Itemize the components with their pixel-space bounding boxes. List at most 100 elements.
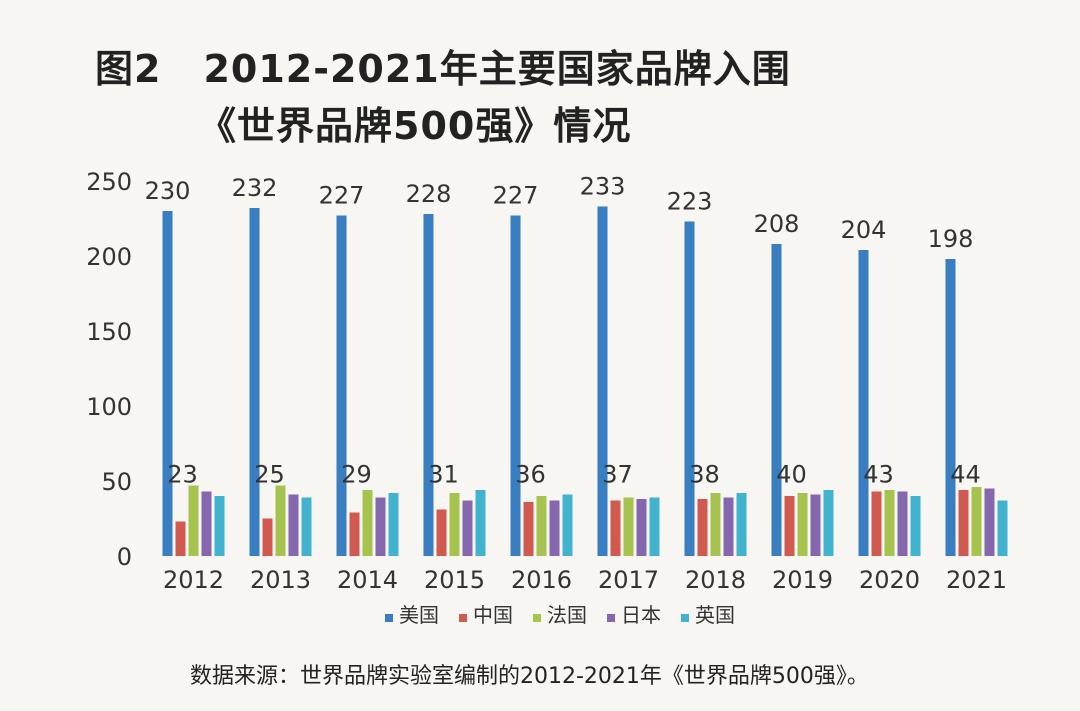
x-tick-label: 2016: [511, 566, 572, 594]
bar-中国-2016: [523, 502, 534, 556]
source-note: 数据来源：世界品牌实验室编制的2012-2021年《世界品牌500强》。: [190, 664, 869, 689]
bar-美国-2020: [858, 250, 869, 556]
x-tick-label: 2014: [337, 566, 398, 594]
legend-label-美国: 美国: [399, 603, 439, 627]
y-tick-label: 200: [86, 243, 132, 271]
bar-中国-2017: [610, 500, 621, 556]
bar-中国-2019: [784, 496, 795, 556]
bar-法国-2014: [362, 490, 373, 556]
title-text-1: 2012-2021年主要国家品牌入围: [203, 47, 791, 91]
y-tick-label: 150: [86, 318, 132, 346]
bar-法国-2019: [797, 493, 808, 556]
bar-法国-2016: [536, 496, 547, 556]
legend-label-法国: 法国: [547, 603, 587, 627]
bar-法国-2015: [449, 493, 460, 556]
bar-中国-2020: [871, 491, 882, 556]
data-label-美国-2020: 204: [841, 216, 887, 244]
bar-法国-2017: [623, 497, 634, 556]
bar-日本-2019: [810, 494, 821, 556]
bar-美国-2016: [510, 215, 521, 556]
bar-英国-2015: [475, 490, 486, 556]
bar-日本-2020: [897, 491, 908, 556]
bar-英国-2013: [301, 497, 312, 556]
bar-美国-2019: [771, 244, 782, 556]
bar-日本-2014: [375, 497, 386, 556]
figure-label: 图2: [95, 47, 162, 91]
x-tick-label: 2015: [424, 566, 485, 594]
bar-中国-2013: [262, 518, 273, 556]
bar-法国-2018: [710, 493, 721, 556]
data-label-美国-2014: 227: [319, 182, 365, 210]
y-tick-label: 0: [117, 543, 132, 571]
data-label-美国-2016: 227: [493, 182, 539, 210]
bar-英国-2014: [388, 493, 399, 556]
x-tick-label: 2020: [859, 566, 920, 594]
bar-英国-2016: [562, 494, 573, 556]
bar-美国-2013: [249, 208, 260, 556]
x-tick-label: 2013: [250, 566, 311, 594]
data-label-中国-2013: 25: [254, 461, 285, 489]
bar-中国-2021: [958, 490, 969, 556]
data-label-美国-2021: 198: [928, 225, 974, 253]
data-label-美国-2018: 223: [667, 188, 713, 216]
x-tick-label: 2017: [598, 566, 659, 594]
bar-日本-2015: [462, 500, 473, 556]
bar-中国-2018: [697, 499, 708, 556]
x-tick-label: 2012: [163, 566, 224, 594]
data-label-中国-2021: 44: [950, 461, 981, 489]
bar-中国-2014: [349, 512, 360, 556]
bar-美国-2021: [945, 259, 956, 556]
y-tick-label: 50: [101, 468, 132, 496]
data-label-美国-2019: 208: [754, 210, 800, 238]
bar-美国-2015: [423, 214, 434, 556]
data-label-美国-2017: 233: [580, 173, 626, 201]
data-label-中国-2012: 23: [167, 461, 198, 489]
legend-swatch-中国: [459, 614, 467, 622]
x-tick-label: 2019: [772, 566, 833, 594]
bar-法国-2013: [275, 485, 286, 556]
chart-title-line2: 《世界品牌500强》情况: [198, 104, 632, 148]
data-label-中国-2020: 43: [863, 461, 894, 489]
bar-法国-2021: [971, 487, 982, 556]
bar-法国-2012: [188, 485, 199, 556]
bar-美国-2017: [597, 206, 608, 556]
bar-美国-2014: [336, 215, 347, 556]
bar-美国-2018: [684, 221, 695, 556]
bar-日本-2021: [984, 488, 995, 556]
bar-法国-2020: [884, 490, 895, 556]
bar-英国-2018: [736, 493, 747, 556]
bar-英国-2020: [910, 496, 921, 556]
data-label-美国-2015: 228: [406, 180, 452, 208]
legend-swatch-法国: [533, 614, 541, 622]
legend-swatch-美国: [385, 614, 393, 622]
bar-中国-2015: [436, 509, 447, 556]
data-label-中国-2015: 31: [428, 461, 459, 489]
x-tick-label: 2021: [946, 566, 1007, 594]
legend-label-中国: 中国: [473, 603, 513, 627]
legend-label-日本: 日本: [621, 603, 661, 627]
bar-日本-2017: [636, 499, 647, 556]
y-tick-label: 100: [86, 393, 132, 421]
bar-英国-2017: [649, 497, 660, 556]
bar-中国-2012: [175, 521, 186, 556]
bar-日本-2012: [201, 491, 212, 556]
legend-swatch-英国: [681, 614, 689, 622]
y-tick-label: 250: [86, 168, 132, 196]
x-tick-label: 2018: [685, 566, 746, 594]
bar-英国-2012: [214, 496, 225, 556]
chart-title-line1: 图2 2012-2021年主要国家品牌入围: [95, 38, 791, 93]
legend-swatch-日本: [607, 614, 615, 622]
bar-美国-2012: [162, 211, 173, 556]
data-label-美国-2013: 232: [232, 174, 278, 202]
bar-英国-2021: [997, 500, 1008, 556]
bar-日本-2018: [723, 497, 734, 556]
data-label-中国-2014: 29: [341, 461, 372, 489]
data-label-中国-2016: 36: [515, 461, 546, 489]
data-label-中国-2017: 37: [602, 461, 633, 489]
data-label-美国-2012: 230: [145, 177, 191, 205]
bar-英国-2019: [823, 490, 834, 556]
data-label-中国-2019: 40: [776, 461, 807, 489]
legend-label-英国: 英国: [695, 603, 735, 627]
bar-chart: 0 50 100 150 200 250 230 23 2012 232 25 2013 227 29 20…: [86, 168, 1008, 627]
bar-日本-2016: [549, 500, 560, 556]
